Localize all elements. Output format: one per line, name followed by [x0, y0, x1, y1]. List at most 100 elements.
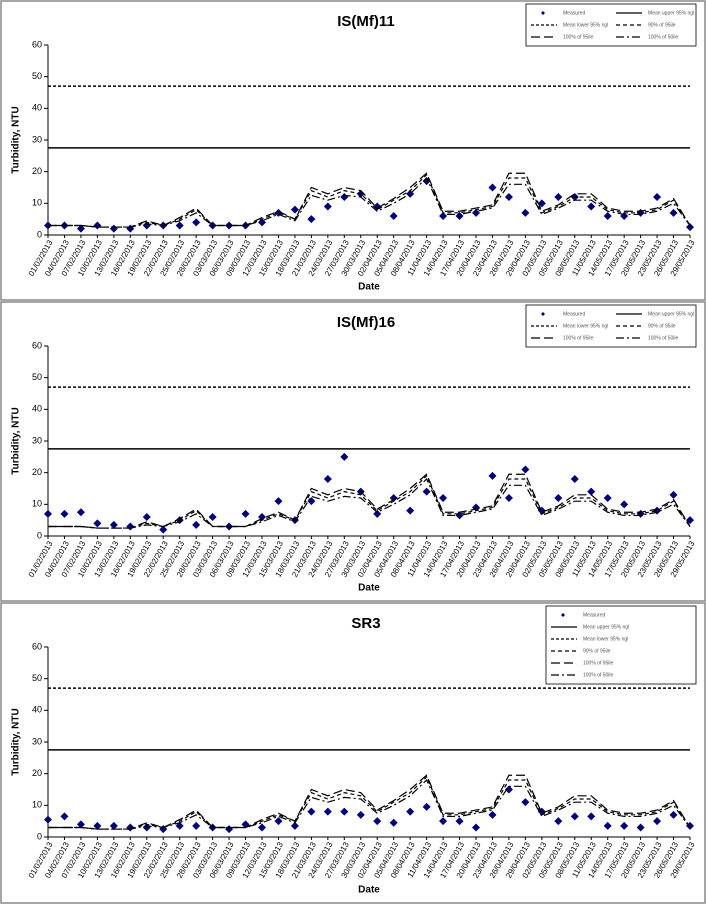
data-point: [192, 218, 201, 227]
y-tick-label: 40: [32, 705, 42, 715]
y-tick-label: 20: [32, 768, 42, 778]
legend-marker: [541, 312, 545, 316]
data-point: [422, 802, 431, 811]
y-axis-label: Turbidity, NTU: [11, 106, 22, 173]
data-point: [389, 494, 398, 502]
y-tick-label: 60: [32, 39, 42, 49]
data-point: [422, 487, 431, 496]
data-point: [554, 817, 563, 826]
data-point: [521, 798, 530, 807]
data-point: [307, 215, 316, 224]
data-point: [570, 812, 579, 821]
data-point: [686, 516, 694, 525]
data-point: [373, 817, 382, 826]
data-point: [109, 821, 118, 830]
legend-label: Mean lower 95% ngl: [583, 636, 628, 642]
data-point: [290, 821, 299, 830]
data-point: [241, 509, 250, 518]
data-point: [570, 475, 579, 483]
model-line: [48, 172, 691, 228]
data-point: [93, 221, 102, 230]
legend-marker: [561, 613, 565, 617]
data-point: [620, 821, 629, 830]
legend-label: Mean upper 95% ngl: [648, 311, 694, 317]
model-line: [48, 477, 691, 529]
chart-title: SR3: [351, 615, 380, 632]
y-tick-label: 50: [32, 673, 42, 683]
data-point: [159, 525, 168, 534]
data-point: [488, 183, 497, 192]
y-tick-label: 60: [32, 340, 42, 350]
legend-label: 90% of 95ile: [648, 22, 676, 28]
legend-box: [525, 304, 697, 348]
data-point: [554, 193, 563, 201]
y-tick-label: 10: [32, 198, 42, 208]
chart-title: IS(Mf)11: [337, 13, 395, 30]
y-tick-label: 30: [32, 134, 42, 144]
y-tick-label: 60: [32, 641, 42, 651]
data-point: [587, 202, 596, 211]
y-tick-label: 40: [32, 404, 42, 414]
y-tick-label: 0: [37, 229, 42, 239]
legend-label: 100% of 50ile: [583, 672, 614, 678]
data-point: [389, 818, 398, 827]
data-point: [142, 513, 151, 521]
data-point: [406, 506, 415, 515]
data-point: [323, 807, 332, 816]
legend-label: 100% of 95ile: [583, 660, 614, 666]
x-axis-label: Date: [358, 583, 380, 594]
data-point: [389, 212, 398, 220]
data-point: [340, 193, 349, 201]
data-point: [274, 497, 283, 506]
data-point: [521, 465, 530, 474]
data-point: [521, 208, 530, 217]
data-point: [290, 205, 299, 214]
data-point: [307, 497, 316, 506]
data-point: [554, 494, 563, 502]
data-point: [192, 520, 201, 529]
y-tick-label: 0: [37, 831, 42, 841]
data-point: [620, 500, 629, 509]
data-point: [439, 817, 448, 826]
legend-label: 100% of 95ile: [563, 335, 594, 341]
data-point: [76, 820, 85, 829]
data-point: [603, 212, 612, 220]
data-point: [587, 812, 596, 821]
legend-label: 90% of 95ile: [583, 648, 611, 654]
model-line: [48, 473, 691, 529]
legend-label: Mean lower 95% ngl: [563, 22, 608, 28]
y-tick-label: 50: [32, 372, 42, 382]
legend-label: Mean lower 95% ngl: [563, 323, 608, 329]
y-tick-label: 50: [32, 71, 42, 81]
x-axis-label: Date: [358, 282, 380, 293]
model-line: [48, 176, 691, 228]
legend-label: 100% of 50ile: [648, 34, 679, 40]
x-axis-label: Date: [358, 885, 380, 896]
chart-title: IS(Mf)16: [337, 314, 395, 331]
data-point: [669, 810, 678, 819]
panel-border: [0, 301, 706, 602]
panel-border: [0, 0, 706, 301]
data-point: [159, 825, 168, 834]
data-point: [142, 221, 151, 230]
data-point: [192, 821, 201, 830]
y-tick-label: 20: [32, 166, 42, 176]
legend-label: Measured: [583, 612, 605, 618]
data-point: [669, 490, 678, 499]
legend-label: 100% of 95ile: [563, 34, 594, 40]
legend-label: 100% of 50ile: [648, 335, 679, 341]
data-point: [60, 812, 69, 821]
data-point: [208, 513, 217, 521]
y-tick-label: 20: [32, 467, 42, 477]
y-tick-label: 10: [32, 800, 42, 810]
model-line: [48, 778, 691, 830]
legend-marker: [541, 11, 545, 15]
data-point: [93, 821, 102, 830]
data-point: [603, 494, 612, 502]
data-point: [686, 223, 694, 232]
data-point: [323, 475, 332, 483]
data-point: [653, 817, 662, 826]
data-point: [603, 821, 612, 830]
